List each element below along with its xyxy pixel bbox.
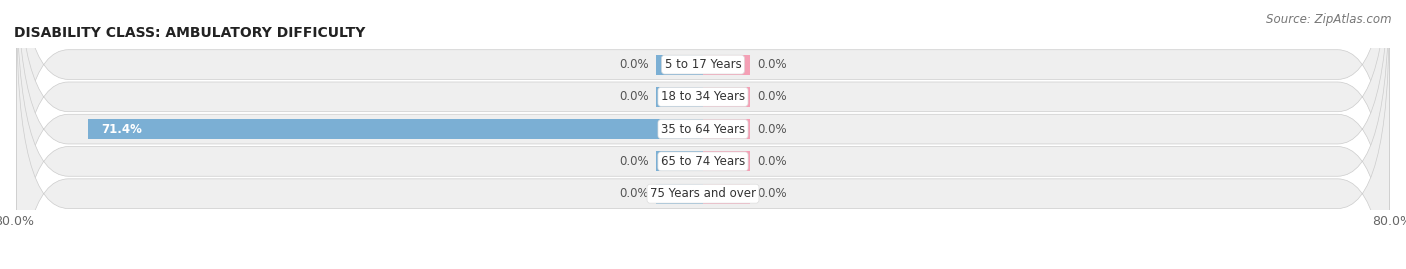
Text: 0.0%: 0.0% [758, 90, 787, 103]
Text: 5 to 17 Years: 5 to 17 Years [665, 58, 741, 71]
Bar [703, 184, 751, 204]
Bar [655, 151, 703, 171]
Bar [655, 87, 703, 107]
FancyBboxPatch shape [17, 0, 1389, 269]
Bar [703, 55, 751, 75]
Bar [703, 119, 751, 139]
Text: Source: ZipAtlas.com: Source: ZipAtlas.com [1267, 13, 1392, 26]
Bar [655, 55, 703, 75]
Text: 0.0%: 0.0% [758, 155, 787, 168]
Text: 0.0%: 0.0% [619, 155, 648, 168]
Text: 0.0%: 0.0% [619, 90, 648, 103]
Text: DISABILITY CLASS: AMBULATORY DIFFICULTY: DISABILITY CLASS: AMBULATORY DIFFICULTY [14, 26, 366, 40]
Bar [655, 184, 703, 204]
Text: 0.0%: 0.0% [619, 58, 648, 71]
Text: 65 to 74 Years: 65 to 74 Years [661, 155, 745, 168]
Text: 18 to 34 Years: 18 to 34 Years [661, 90, 745, 103]
Text: 35 to 64 Years: 35 to 64 Years [661, 123, 745, 136]
Text: 0.0%: 0.0% [758, 58, 787, 71]
Legend: Male, Female: Male, Female [638, 264, 768, 269]
Text: 0.0%: 0.0% [758, 187, 787, 200]
FancyBboxPatch shape [17, 0, 1389, 269]
Text: 0.0%: 0.0% [619, 187, 648, 200]
FancyBboxPatch shape [17, 15, 1389, 269]
FancyBboxPatch shape [17, 0, 1389, 269]
Bar [703, 151, 751, 171]
Text: 0.0%: 0.0% [758, 123, 787, 136]
Text: 71.4%: 71.4% [101, 123, 142, 136]
FancyBboxPatch shape [17, 0, 1389, 243]
Bar [89, 119, 703, 139]
Bar [703, 87, 751, 107]
Text: 75 Years and over: 75 Years and over [650, 187, 756, 200]
